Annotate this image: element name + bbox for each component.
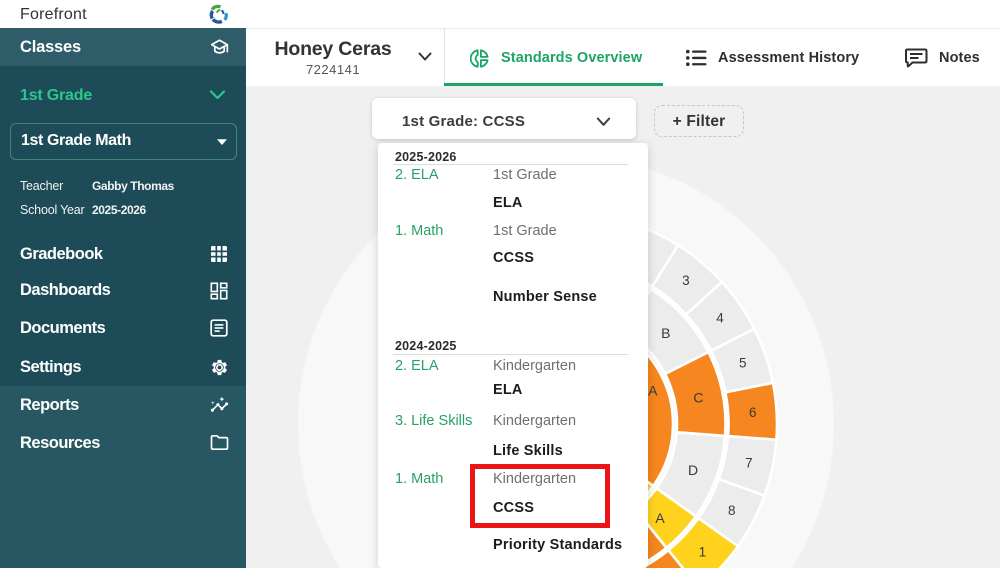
svg-text:C: C [693,390,703,406]
svg-text:D: D [688,462,698,478]
svg-text:6: 6 [749,405,757,420]
svg-text:4: 4 [716,310,724,325]
svg-text:B: B [661,325,670,341]
svg-text:7: 7 [745,456,753,471]
svg-text:A: A [655,510,665,526]
svg-text:8: 8 [728,503,736,518]
svg-text:1: 1 [699,545,707,560]
svg-text:3: 3 [682,273,690,288]
svg-text:A: A [648,383,658,399]
svg-text:5: 5 [739,356,747,371]
